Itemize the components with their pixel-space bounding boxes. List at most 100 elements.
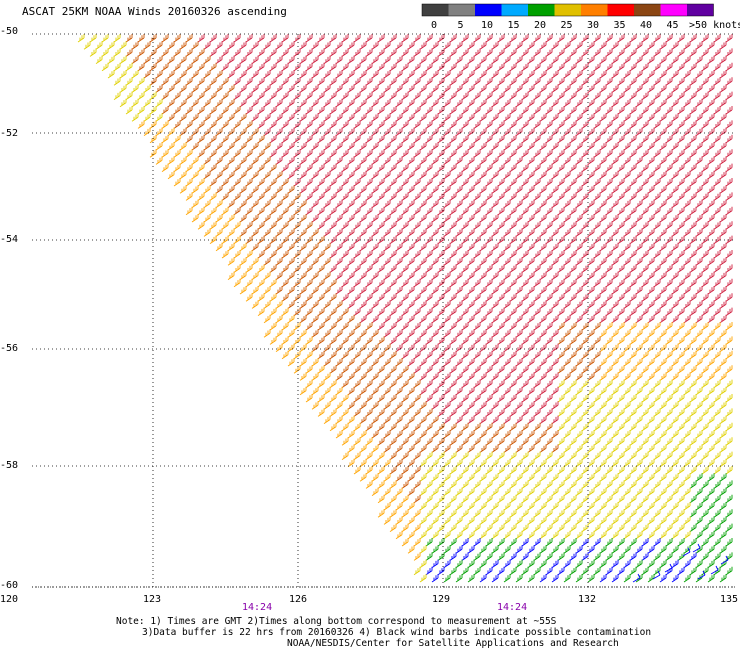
wind-barb [383,300,391,309]
wind-barb [629,509,637,518]
wind-barb [407,156,415,165]
wind-barb [317,336,325,345]
wind-barb [215,55,223,64]
wind-barb [461,480,469,489]
wind-barb [641,350,649,360]
wind-barb [521,293,529,302]
wind-barb [491,156,499,165]
wind-barb [275,242,283,252]
wind-barb [119,70,127,79]
wind-barb [623,343,631,352]
wind-barb [473,206,481,216]
wind-barb [725,494,733,504]
wind-barb [563,257,571,266]
wind-barb [509,235,517,244]
wind-barb [311,300,319,309]
wind-barb [317,221,325,230]
wind-barb [575,142,583,151]
wind-barb [545,235,553,244]
wind-barb [377,206,385,216]
wind-barb [569,480,577,489]
wind-barb [665,134,673,144]
wind-barb [263,84,271,93]
wind-barb [683,142,691,151]
wind-barb [713,149,721,158]
wind-barb [671,70,679,79]
wind-barb [407,41,415,50]
wind-barb [683,430,691,439]
wind-barb [113,34,121,43]
wind-barb [383,170,391,180]
wind-barb [581,538,589,547]
wind-barb [221,192,229,201]
wind-barb [143,98,151,108]
wind-barb [617,235,625,244]
wind-barb [599,502,607,511]
wind-barb [653,178,661,187]
wind-barb [197,91,205,100]
wind-barb [497,178,505,187]
wind-barb [191,113,199,122]
wind-barb [401,480,409,489]
wind-barb [245,293,253,302]
wind-barb [467,55,475,64]
wind-barb [563,343,571,352]
wind-barb [437,566,445,576]
wind-barb [461,34,469,43]
wind-barb [533,134,541,144]
wind-barb [449,466,457,475]
wind-barb [509,206,517,216]
wind-barb [269,206,277,216]
wind-barb [479,214,487,223]
wind-barb [521,437,529,446]
wind-barb [473,34,481,43]
wind-barb [395,41,403,50]
wind-barb [155,156,163,165]
wind-barb [275,156,283,165]
wind-barb [197,134,205,144]
wind-barb [647,444,655,453]
wind-barb [353,206,361,216]
wind-barb [461,365,469,374]
wind-barb [455,142,463,151]
wind-barb [383,329,391,338]
wind-barb [407,415,415,424]
wind-barb [215,228,223,237]
wind-barb [665,221,673,230]
wind-barb [713,494,721,504]
wind-barb [305,91,313,100]
wind-barb [251,170,259,180]
wind-barb [485,494,493,504]
wind-barb [227,242,235,252]
wind-barb [377,192,385,201]
wind-barb [275,70,283,79]
wind-barb [509,307,517,316]
wind-barb [587,70,595,79]
wind-barb [455,329,463,338]
wind-barb [383,314,391,324]
wind-barb [611,430,619,439]
wind-barb [365,307,373,316]
wind-barb [389,322,397,331]
wind-barb [389,278,397,288]
wind-barb [497,106,505,115]
wind-barb [245,221,253,230]
wind-barb [599,257,607,266]
wind-barb [551,430,559,439]
wind-barb [383,242,391,252]
wind-barb [467,170,475,180]
wind-barb [611,415,619,424]
wind-barb [497,494,505,504]
wind-barb [545,437,553,446]
wind-barb [605,322,613,331]
wind-barb [701,163,709,172]
wind-barb [485,422,493,432]
wind-barb [599,444,607,453]
wind-barb [317,322,325,331]
wind-barb [323,41,331,50]
wind-barb [557,178,565,187]
wind-barb [545,480,553,489]
wind-barb [617,221,625,230]
wind-barb [425,250,433,259]
wind-barb [131,70,139,79]
